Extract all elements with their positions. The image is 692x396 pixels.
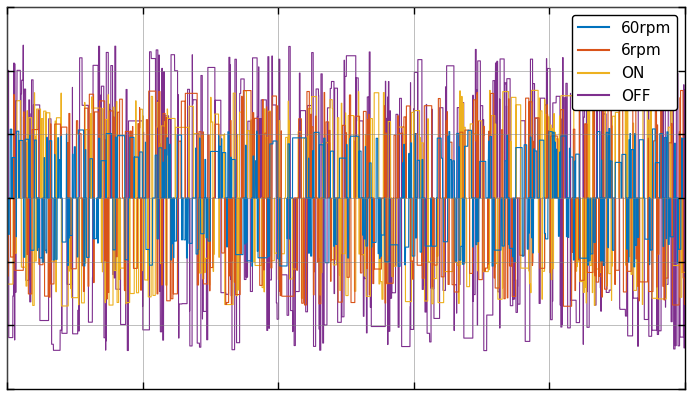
ON (645, 118, 653, 122)
ON (31, 259, 39, 263)
6rpm (3, 196, 11, 200)
ON (6, 282, 14, 286)
60rpm (645, 196, 653, 200)
OFF (19, 43, 27, 48)
Line: ON: ON (7, 90, 685, 306)
OFF (31, 103, 39, 107)
6rpm (676, 88, 684, 93)
6rpm (44, 294, 52, 299)
OFF (681, 88, 689, 92)
60rpm (31, 138, 39, 143)
ON (3, 282, 11, 286)
ON (527, 88, 536, 93)
ON (44, 110, 52, 115)
OFF (645, 334, 653, 339)
60rpm (681, 137, 689, 141)
ON (57, 304, 66, 308)
60rpm (136, 150, 144, 154)
ON (681, 270, 689, 275)
60rpm (334, 196, 343, 200)
ON (136, 126, 144, 130)
OFF (480, 348, 488, 353)
OFF (44, 318, 52, 323)
6rpm (645, 289, 653, 294)
6rpm (136, 196, 144, 200)
OFF (334, 320, 343, 325)
OFF (3, 47, 11, 52)
60rpm (3, 196, 11, 200)
Line: 6rpm: 6rpm (7, 91, 685, 306)
OFF (136, 118, 144, 123)
6rpm (559, 304, 567, 308)
6rpm (31, 127, 39, 132)
60rpm (6, 196, 14, 200)
ON (334, 115, 343, 120)
Line: 60rpm: 60rpm (7, 129, 685, 267)
OFF (6, 335, 14, 340)
6rpm (6, 196, 14, 200)
Line: OFF: OFF (7, 45, 685, 350)
60rpm (605, 126, 613, 131)
Legend: 60rpm, 6rpm, ON, OFF: 60rpm, 6rpm, ON, OFF (572, 15, 677, 110)
60rpm (44, 196, 52, 200)
6rpm (681, 302, 689, 307)
6rpm (334, 300, 343, 305)
60rpm (630, 265, 638, 269)
